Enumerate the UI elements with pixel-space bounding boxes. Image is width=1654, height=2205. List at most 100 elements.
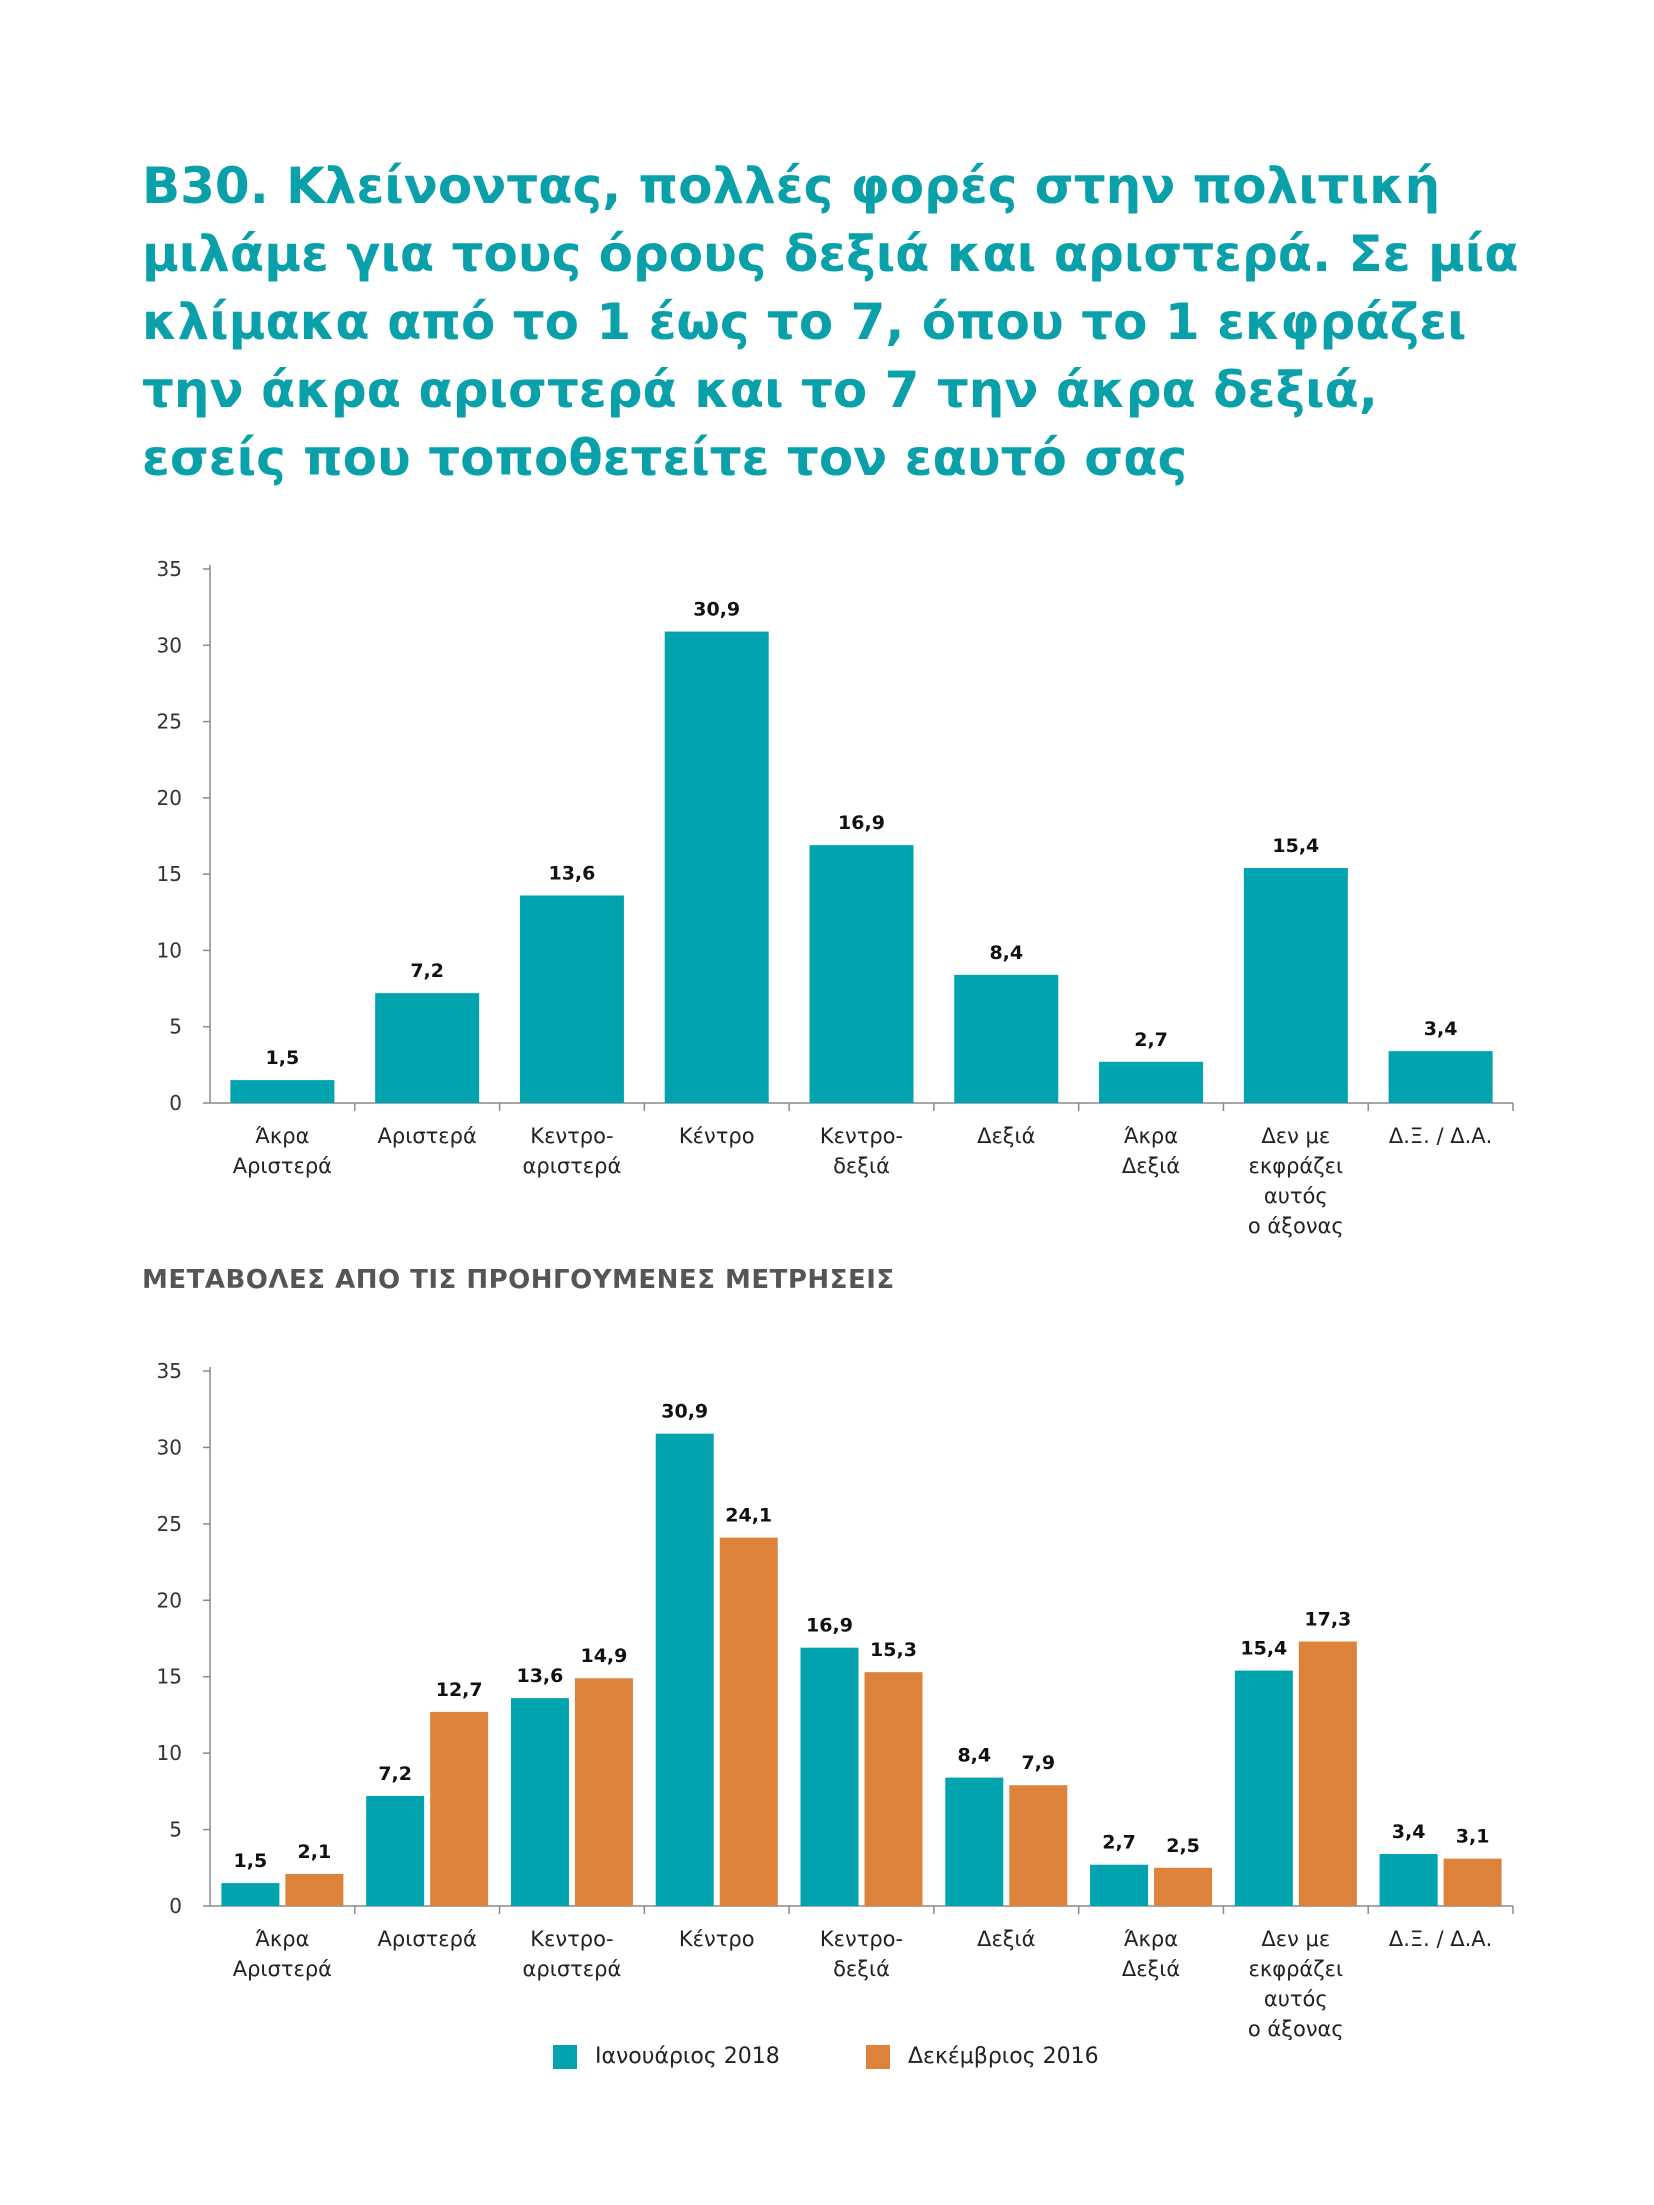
page-title: B30. Κλείνοντας, πολλές φορές στην πολιτ… [142, 157, 1519, 487]
x-category-label: Άκρα [255, 1124, 309, 1148]
bar [1243, 868, 1348, 1103]
data-label: 7,2 [378, 1763, 412, 1785]
x-category-label: ο άξονας [1248, 1214, 1344, 1238]
bar [574, 1678, 633, 1906]
bar [664, 631, 769, 1103]
y-tick-label: 0 [169, 1894, 182, 1918]
data-label: 7,2 [410, 960, 444, 982]
data-label: 13,6 [548, 863, 595, 885]
x-category-label: αυτός [1264, 1987, 1328, 2011]
y-tick-label: 35 [157, 1359, 182, 1383]
data-label: 15,3 [870, 1639, 917, 1661]
y-tick-label: 20 [157, 786, 182, 810]
x-category-label: δεξιά [833, 1957, 890, 1981]
x-category-label: Δεξιά [1122, 1957, 1180, 1981]
bar [510, 1698, 569, 1906]
data-label: 3,1 [1456, 1826, 1490, 1848]
bar [1090, 1864, 1149, 1906]
data-label: 2,1 [298, 1841, 332, 1863]
bar [1154, 1867, 1213, 1906]
bar [1443, 1858, 1502, 1906]
data-label: 30,9 [693, 599, 740, 621]
legend-item-series-2: Δεκέμβριος 2016 [866, 2044, 1099, 2069]
bar [1298, 1641, 1357, 1906]
x-category-label: Αριστερά [378, 1124, 477, 1148]
bar [864, 1672, 923, 1906]
chart-legend: Ιανουάριος 2018 Δεκέμβριος 2016 [0, 2044, 1654, 2080]
bar [800, 1647, 859, 1906]
y-tick-label: 15 [157, 862, 182, 886]
legend-label: Ιανουάριος 2018 [595, 2044, 780, 2069]
x-category-label: Κέντρο [679, 1927, 755, 1951]
y-tick-label: 0 [169, 1091, 182, 1115]
data-label: 16,9 [838, 812, 885, 834]
x-category-label: Αριστερά [378, 1927, 477, 1951]
x-category-label: αριστερά [523, 1154, 622, 1178]
bar [1379, 1854, 1438, 1906]
x-category-label: Άκρα [1124, 1927, 1178, 1951]
bar [1234, 1670, 1293, 1906]
y-tick-label: 25 [157, 1512, 182, 1536]
x-category-label: εκφράζει [1249, 1957, 1344, 1981]
data-label: 8,4 [989, 942, 1023, 964]
data-label: 16,9 [806, 1615, 853, 1637]
data-label: 8,4 [957, 1745, 991, 1767]
bar [375, 993, 480, 1103]
bar [1388, 1051, 1493, 1103]
data-label: 24,1 [725, 1505, 772, 1527]
bar [285, 1873, 344, 1906]
bar [945, 1777, 1004, 1906]
x-category-label: Δεξιά [977, 1124, 1035, 1148]
data-label: 13,6 [516, 1665, 563, 1687]
x-category-label: Δ.Ξ. / Δ.Α. [1389, 1124, 1493, 1148]
data-label: 2,5 [1166, 1835, 1200, 1857]
legend-swatch-orange [866, 2044, 890, 2069]
section-subtitle: ΜΕΤΑΒΟΛΕΣ ΑΠΟ ΤΙΣ ΠΡΟΗΓΟΥΜΕΝΕΣ ΜΕΤΡΗΣΕΙΣ [142, 1265, 895, 1295]
bar [519, 895, 624, 1103]
x-category-label: Δ.Ξ. / Δ.Α. [1389, 1927, 1493, 1951]
bar [221, 1883, 280, 1906]
data-label: 1,5 [234, 1850, 268, 1872]
bar [366, 1795, 425, 1906]
data-label: 2,7 [1134, 1029, 1168, 1051]
data-label: 7,9 [1021, 1752, 1055, 1774]
bar [954, 974, 1059, 1103]
y-tick-label: 5 [169, 1818, 182, 1842]
x-category-label: Κέντρο [679, 1124, 755, 1148]
data-label: 12,7 [436, 1679, 483, 1701]
bar [430, 1711, 489, 1906]
x-category-label: Δεν με [1261, 1927, 1330, 1951]
y-tick-label: 5 [169, 1015, 182, 1039]
bar [1009, 1785, 1068, 1906]
x-category-label: εκφράζει [1249, 1154, 1344, 1178]
chart-single-series: 0 5 10 15 20 25 30 35 1,5 Άκρα Αριστερά 7,2 Αριστερά… [157, 557, 1514, 1238]
data-label: 14,9 [580, 1645, 627, 1667]
x-category-label: Κεντρο- [820, 1124, 903, 1148]
bar [1099, 1061, 1204, 1103]
y-tick-label: 20 [157, 1588, 182, 1612]
x-category-label: αυτός [1264, 1184, 1328, 1208]
x-category-label: Κεντρο- [530, 1927, 613, 1951]
x-category-label: Δεξιά [977, 1927, 1035, 1951]
y-tick-label: 30 [157, 633, 182, 657]
y-tick-label: 10 [157, 1741, 182, 1765]
legend-item-series-1: Ιανουάριος 2018 [553, 2044, 780, 2069]
bar [230, 1080, 335, 1103]
y-tick-label: 35 [157, 557, 182, 581]
x-category-label: Δεν με [1261, 1124, 1330, 1148]
bar [655, 1433, 714, 1906]
data-label: 3,4 [1392, 1821, 1426, 1843]
bar [719, 1537, 778, 1906]
data-label: 15,4 [1272, 835, 1319, 857]
legend-swatch-teal [553, 2044, 577, 2069]
x-category-label: Αριστερά [233, 1154, 332, 1178]
bar [809, 845, 914, 1103]
x-category-label: ο άξονας [1248, 2017, 1344, 2040]
x-category-label: Δεξιά [1122, 1154, 1180, 1178]
x-category-label: δεξιά [833, 1154, 890, 1178]
data-label: 3,4 [1424, 1018, 1458, 1040]
data-label: 2,7 [1102, 1832, 1136, 1854]
y-tick-label: 25 [157, 710, 182, 734]
x-category-label: Κεντρο- [820, 1927, 903, 1951]
y-tick-label: 10 [157, 938, 182, 962]
